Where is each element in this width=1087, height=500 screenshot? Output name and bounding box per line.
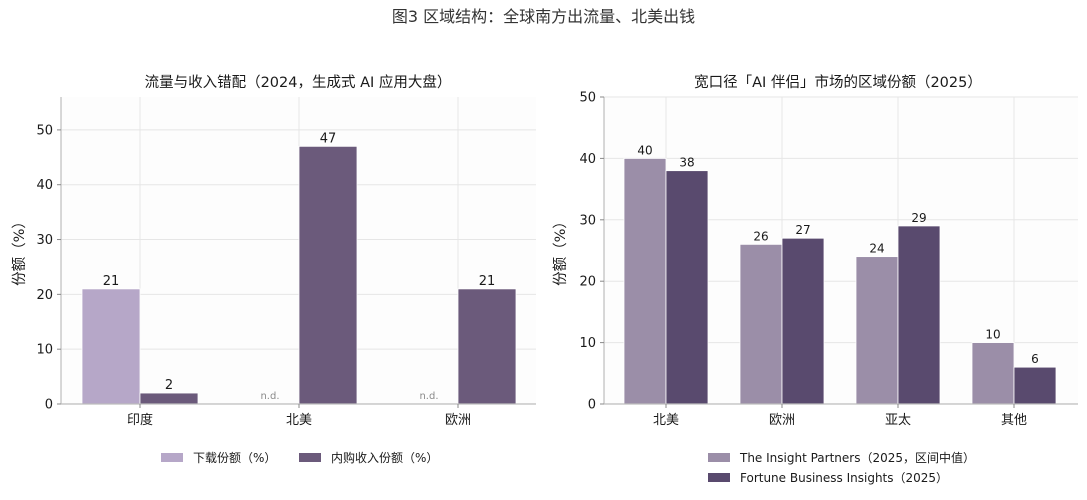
x-tick-label: 北美 (286, 413, 312, 428)
x-tick-label: 其他 (1001, 413, 1027, 428)
left-y-tick-labels: 0 10 20 30 40 50 (36, 123, 61, 413)
right-chart-title: 宽口径「AI 伴侣」市场的区域份额（2025） (694, 74, 982, 91)
y-tick-label: 30 (579, 213, 596, 228)
right-chart-panel: 40 38 26 27 24 29 10 6 0 10 20 30 40 50 北美 欧洲 亚太 其他 宽口径… (552, 74, 1078, 485)
bar (139, 392, 199, 405)
legend-label: Fortune Business Insights（2025） (740, 471, 948, 485)
legend-swatch (299, 453, 321, 462)
left-value-labels: 21 2 n.d. 47 n.d. 21 (103, 131, 496, 402)
right-value-labels: 40 38 26 27 24 29 10 6 (637, 143, 1038, 366)
bar (623, 157, 667, 405)
legend-label: The Insight Partners（2025，区间中值） (739, 450, 975, 465)
x-tick-label: 欧洲 (445, 413, 471, 428)
legend-label: 下载份额（%） (193, 451, 276, 465)
bar (665, 170, 709, 405)
bar-value-label: 21 (479, 274, 496, 289)
y-tick-label: 50 (36, 123, 53, 138)
bar (457, 288, 517, 405)
y-tick-label: 20 (579, 275, 596, 290)
y-tick-label: 20 (36, 288, 53, 303)
missing-value-label: n.d. (260, 391, 279, 402)
bar-value-label: 24 (869, 242, 884, 256)
right-y-tick-labels: 0 10 20 30 40 50 (579, 91, 604, 413)
y-tick-label: 30 (36, 233, 53, 248)
x-tick-label: 印度 (127, 412, 153, 428)
left-bars (81, 145, 517, 405)
left-chart-title: 流量与收入错配（2024，生成式 AI 应用大盘） (145, 73, 452, 91)
bar (739, 243, 783, 405)
y-tick-label: 40 (36, 178, 53, 193)
x-tick-label: 欧洲 (769, 413, 795, 428)
bar-value-label: 26 (753, 229, 768, 243)
right-bars (623, 157, 1057, 405)
legend-swatch (708, 453, 730, 462)
x-tick-label: 北美 (653, 413, 679, 428)
bar-value-label: 47 (320, 131, 337, 146)
y-tick-label: 10 (36, 343, 53, 358)
y-tick-label: 0 (588, 398, 596, 413)
y-tick-label: 50 (579, 91, 596, 106)
bar (897, 225, 941, 405)
bar (298, 145, 358, 405)
bar (81, 288, 141, 405)
left-legend: 下载份额（%） 内购收入份额（%） (161, 450, 438, 465)
legend-swatch (708, 473, 730, 482)
right-legend: The Insight Partners（2025，区间中值） Fortune B… (708, 450, 975, 485)
bar-value-label: 21 (103, 274, 120, 289)
legend-label: 内购收入份额（%） (331, 450, 438, 465)
y-tick-label: 10 (579, 336, 596, 351)
bar (971, 342, 1015, 405)
y-tick-label: 0 (45, 398, 53, 413)
right-x-tick-labels: 北美 欧洲 亚太 其他 (653, 404, 1027, 428)
legend-swatch (161, 453, 183, 462)
bar (781, 237, 825, 405)
bar-value-label: 2 (165, 378, 173, 393)
missing-value-label: n.d. (419, 391, 438, 402)
left-x-tick-labels: 印度 北美 欧洲 (127, 404, 471, 428)
bar-value-label: 29 (911, 211, 926, 225)
x-tick-label: 亚太 (885, 413, 911, 428)
bar-value-label: 27 (795, 223, 810, 237)
left-y-axis-label: 份额（%） (11, 214, 28, 286)
bar-value-label: 38 (679, 156, 694, 170)
bar-value-label: 6 (1031, 352, 1039, 366)
left-chart-panel: 21 2 n.d. 47 n.d. 21 0 10 20 30 40 50 印度 北美 欧洲 流量与收入… (11, 73, 536, 465)
bar (1013, 366, 1057, 405)
bar-value-label: 40 (637, 143, 652, 157)
right-y-axis-label: 份额（%） (552, 214, 569, 286)
figure-title: 图3 区域结构：全球南方出流量、北美出钱 (392, 7, 695, 26)
y-tick-label: 40 (579, 152, 596, 167)
bar (855, 256, 899, 405)
bar-value-label: 10 (985, 328, 1000, 342)
